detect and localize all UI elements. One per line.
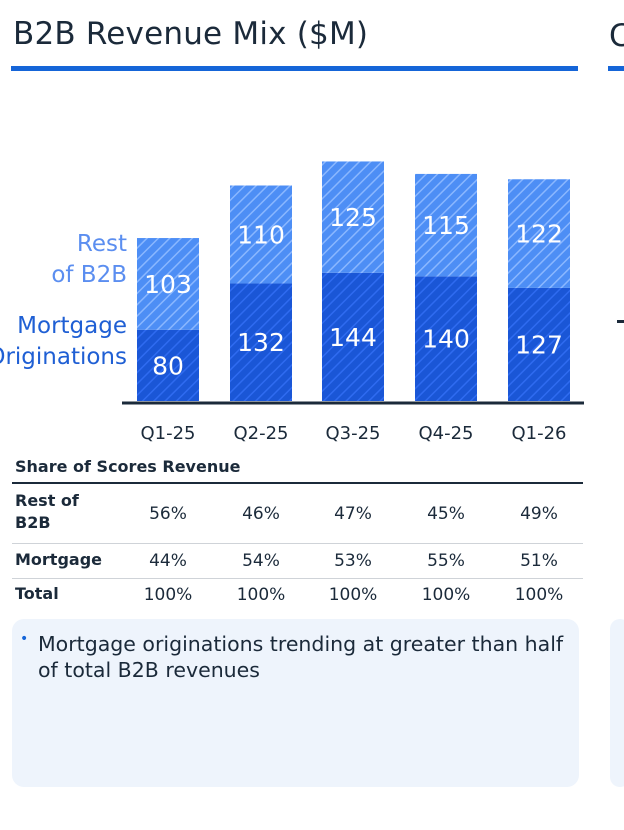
share-table-rule [12, 482, 583, 484]
data-label-rest-of-b2b-q1-26: 122 [515, 220, 563, 249]
series-label-mortgage: Originations [0, 344, 127, 370]
bar-mortgage-q1-25 [137, 329, 199, 401]
tick-label-q2-25: Q2-25 [233, 423, 288, 444]
bar-mortgage-q3-25 [322, 272, 384, 401]
share-cell: 47% [334, 504, 372, 524]
share-cell: 55% [427, 551, 465, 571]
share-cell: 100% [328, 585, 378, 605]
tick-label-q4-25: Q4-25 [418, 423, 473, 444]
share-cell: 51% [520, 551, 558, 571]
tick-label-q3-25: Q3-25 [325, 423, 380, 444]
data-label-rest-of-b2b-q3-25: 125 [329, 203, 377, 232]
data-label-mortgage-q1-26: 127 [515, 330, 563, 359]
share-row-separator [12, 578, 583, 579]
series-label-rest-of-b2b: Rest [77, 231, 127, 257]
bar-rest-of-b2b-q3-25 [322, 161, 384, 273]
note-text: Mortgage originations trending at greate… [38, 632, 564, 682]
share-cell: 44% [149, 551, 187, 571]
share-cell: 100% [514, 585, 564, 605]
share-cell: 100% [421, 585, 471, 605]
next-panel-underline [608, 66, 624, 71]
data-label-rest-of-b2b-q2-25: 110 [237, 220, 285, 249]
bar-rest-of-b2b-q4-25 [415, 173, 477, 277]
series-label-mortgage: Mortgage [17, 313, 127, 339]
note-box [12, 619, 579, 787]
share-cell: 46% [242, 504, 280, 524]
share-row-label-line: B2B [15, 513, 51, 532]
bar-mortgage-q4-25 [415, 276, 477, 401]
revenue-mix-chart: 80 103 132 110 144 125 140 115 127 122 Rest of B2B… [0, 161, 584, 444]
tick-label-q1-25: Q1-25 [140, 423, 195, 444]
share-row-separator [12, 543, 583, 544]
series-label-rest-of-b2b: of B2B [51, 262, 127, 288]
share-cell: 53% [334, 551, 372, 571]
share-table-title: Share of Scores Revenue [15, 457, 241, 476]
data-label-rest-of-b2b-q4-25: 115 [422, 211, 470, 240]
note-bullet: • [20, 631, 29, 647]
share-row-label-line: Rest of [15, 491, 79, 510]
share-row-label: Rest of B2B [15, 490, 79, 534]
data-label-mortgage-q4-25: 140 [422, 325, 470, 354]
bar-rest-of-b2b-q1-26 [508, 179, 570, 288]
share-cell: 100% [143, 585, 193, 605]
share-cell: 49% [520, 504, 558, 524]
data-label-mortgage-q1-25: 80 [152, 351, 184, 380]
data-label-mortgage-q2-25: 132 [237, 328, 285, 357]
share-cell: 56% [149, 504, 187, 524]
share-cell: 54% [242, 551, 280, 571]
share-row-label-line: Mortgage [15, 550, 103, 569]
tick-label-q1-26: Q1-26 [511, 423, 566, 444]
bar-rest-of-b2b-q1-25 [137, 238, 199, 330]
next-panel-note-box [610, 619, 624, 787]
share-row-label: Mortgage [15, 549, 102, 571]
bar-mortgage-q2-25 [230, 283, 292, 401]
share-row-label-line: Total [15, 584, 59, 603]
page-title: B2B Revenue Mix ($M) [13, 16, 369, 52]
share-cell: 100% [236, 585, 286, 605]
share-cell: 45% [427, 504, 465, 524]
next-panel-title-fragment: C [609, 18, 624, 54]
data-label-mortgage-q3-25: 144 [329, 323, 377, 352]
bar-mortgage-q1-26 [508, 287, 570, 401]
next-panel-fragment-mark [617, 320, 624, 323]
title-underline [11, 66, 578, 71]
bar-rest-of-b2b-q2-25 [230, 185, 292, 284]
data-label-rest-of-b2b-q1-25: 103 [144, 270, 192, 299]
share-row-label: Total [15, 583, 59, 605]
